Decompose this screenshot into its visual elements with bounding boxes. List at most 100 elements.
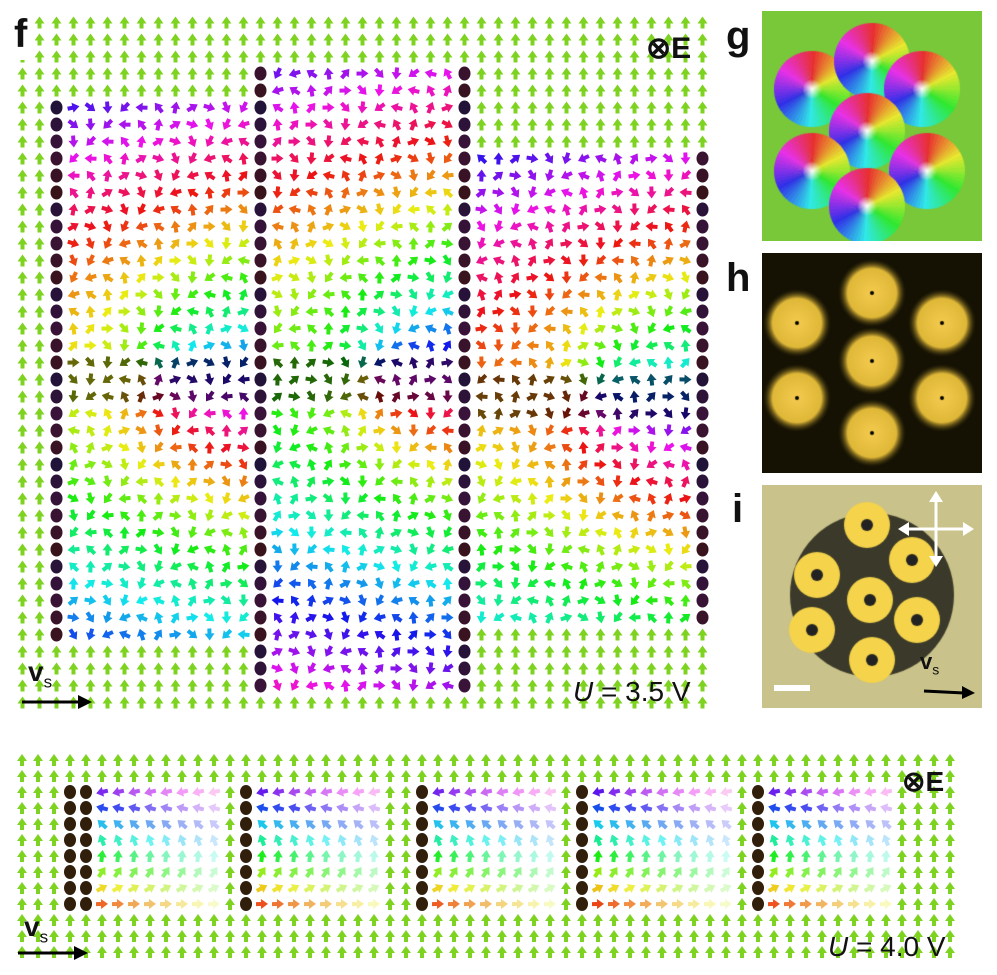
director-mark — [577, 770, 587, 782]
director-mark — [357, 662, 368, 675]
director-mark — [119, 662, 130, 675]
director-mark — [576, 897, 588, 911]
director-mark — [291, 595, 300, 607]
director-mark — [497, 770, 507, 782]
director-mark — [152, 204, 165, 214]
director-mark — [34, 390, 45, 403]
director-mark — [527, 679, 538, 692]
director-mark — [612, 84, 623, 97]
director-mark — [544, 16, 555, 29]
director-mark — [645, 153, 658, 164]
director-mark — [322, 357, 335, 368]
director-mark — [832, 850, 843, 863]
director-mark — [102, 33, 113, 46]
director-mark — [209, 770, 219, 782]
director-mark — [458, 457, 471, 472]
director-mark — [324, 645, 334, 657]
director-mark — [153, 629, 163, 641]
director-mark — [527, 492, 538, 505]
director-mark — [319, 884, 332, 893]
director-mark — [458, 270, 471, 285]
velocity-arrow-icon — [923, 686, 975, 699]
director-mark — [680, 50, 691, 63]
director-mark — [696, 270, 709, 285]
director-mark — [458, 338, 471, 353]
director-mark — [34, 339, 45, 352]
director-mark — [493, 526, 504, 539]
director-mark — [145, 770, 155, 782]
director-mark — [481, 834, 491, 847]
director-mark — [464, 786, 477, 797]
director-mark — [220, 578, 233, 589]
director-mark — [322, 663, 335, 674]
director-mark — [663, 288, 673, 301]
director-mark — [448, 803, 461, 814]
director-mark — [256, 899, 268, 909]
director-mark — [593, 820, 604, 830]
director-mark — [153, 696, 164, 709]
director-mark — [656, 899, 668, 909]
director-mark — [629, 33, 640, 46]
director-mark — [594, 204, 607, 215]
director-mark — [273, 67, 283, 79]
director-mark — [225, 754, 235, 766]
director-mark — [497, 930, 507, 942]
director-mark — [407, 527, 420, 537]
director-mark — [374, 16, 385, 29]
director-mark — [424, 136, 436, 146]
director-mark — [578, 373, 588, 386]
director-mark — [152, 527, 165, 538]
director-mark — [646, 696, 657, 709]
director-mark — [240, 849, 252, 863]
director-mark — [492, 187, 505, 198]
director-mark — [433, 914, 443, 926]
director-mark — [544, 612, 554, 624]
director-mark — [625, 930, 635, 942]
director-mark — [410, 476, 419, 488]
director-mark — [64, 897, 76, 911]
director-mark — [205, 306, 215, 318]
director-mark — [425, 594, 436, 607]
director-mark — [374, 696, 385, 709]
director-mark — [81, 914, 91, 926]
director-mark — [425, 324, 437, 334]
director-mark — [561, 679, 572, 692]
director-mark — [188, 443, 199, 454]
director-mark — [237, 119, 250, 129]
director-mark — [577, 238, 589, 248]
director-mark — [945, 770, 955, 782]
director-mark — [594, 391, 607, 402]
director-mark — [897, 898, 907, 910]
director-mark — [169, 510, 182, 521]
director-mark — [153, 118, 164, 131]
director-mark — [271, 527, 284, 538]
director-mark — [237, 442, 250, 453]
director-mark — [221, 84, 232, 97]
director-mark — [273, 358, 284, 369]
director-mark — [254, 627, 267, 642]
director-mark — [237, 561, 250, 572]
director-mark — [86, 628, 96, 641]
director-mark — [357, 288, 368, 301]
director-mark — [356, 188, 369, 198]
director-mark — [458, 236, 471, 251]
director-mark — [385, 770, 395, 782]
director-mark — [113, 834, 123, 847]
director-mark — [929, 898, 939, 910]
director-mark — [865, 754, 875, 766]
director-mark — [170, 579, 182, 589]
director-mark — [34, 526, 45, 539]
director-mark — [204, 204, 214, 216]
director-mark — [663, 169, 674, 182]
director-mark — [220, 204, 233, 215]
director-mark — [274, 612, 283, 624]
director-mark — [624, 899, 636, 909]
director-mark — [493, 118, 504, 131]
director-mark — [272, 899, 284, 909]
director-mark — [323, 373, 333, 385]
director-mark — [306, 69, 318, 79]
director-mark — [169, 136, 182, 146]
director-mark — [391, 614, 403, 623]
director-mark — [119, 696, 130, 709]
director-mark — [458, 321, 471, 336]
